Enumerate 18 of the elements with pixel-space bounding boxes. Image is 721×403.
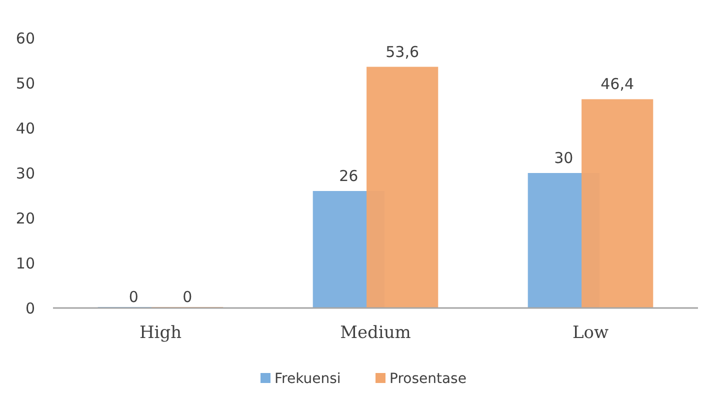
- data-label: 53,6: [386, 42, 420, 61]
- data-label: 46,4: [600, 75, 634, 94]
- data-label: 26: [339, 167, 358, 185]
- x-tick-label: Low: [572, 323, 609, 343]
- y-tick-label: 30: [16, 164, 35, 182]
- y-tick-label: 50: [16, 74, 35, 92]
- data-label: 0: [182, 288, 192, 306]
- legend-label: Frekuensi: [274, 370, 341, 387]
- y-tick-label: 0: [25, 299, 35, 318]
- data-label: 0: [128, 288, 138, 306]
- legend-label: Prosentase: [390, 370, 466, 387]
- y-tick-label: 10: [16, 254, 35, 272]
- y-tick-label: 60: [16, 29, 35, 48]
- x-tick-label: High: [139, 323, 182, 343]
- x-tick-label: Medium: [340, 323, 411, 343]
- data-label: 30: [554, 149, 574, 167]
- y-tick-label: 20: [16, 209, 35, 228]
- y-tick-label: 40: [16, 119, 35, 138]
